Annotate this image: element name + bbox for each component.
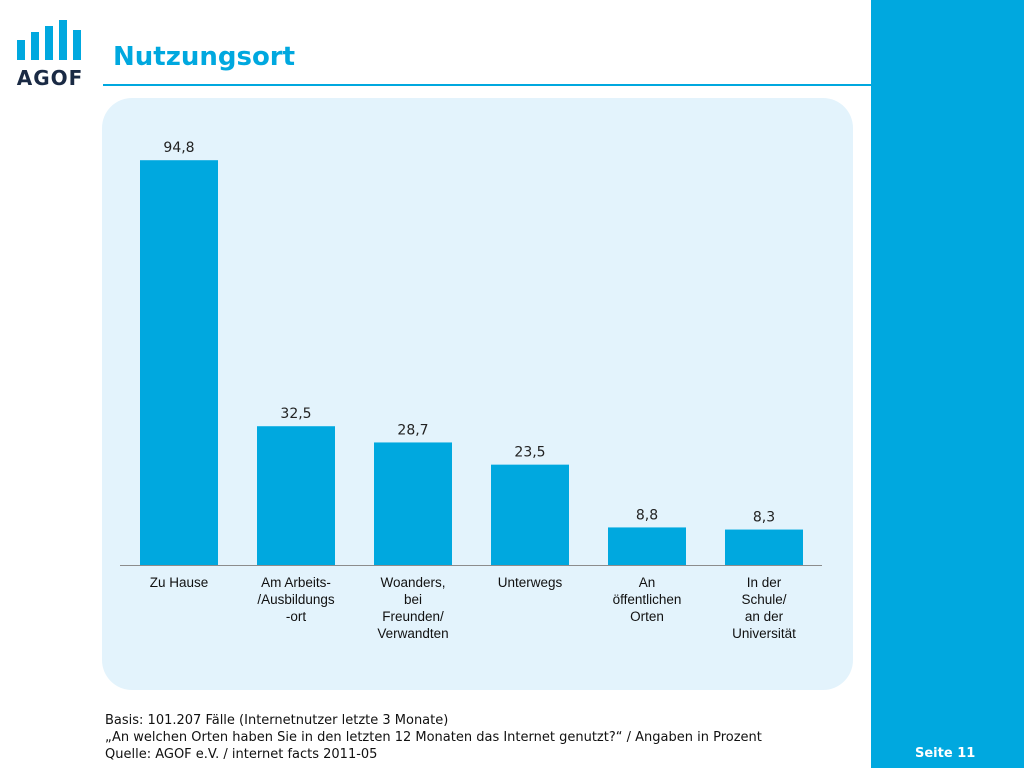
bar-1	[140, 160, 218, 566]
bar-2	[257, 426, 335, 565]
agof-logo: AGOF	[17, 20, 84, 88]
category-label-1: Zu Hause	[149, 575, 209, 590]
category-label-5: An öffentlichen Orten	[612, 575, 682, 624]
category-label-4: Unterwegs	[497, 575, 563, 590]
footer-source: Quelle: AGOF e.V. / internet facts 2011-…	[105, 747, 378, 762]
right-accent-band	[871, 0, 1024, 768]
chart-panel	[102, 98, 853, 690]
value-label-3: 28,7	[397, 422, 428, 438]
bar-4	[491, 464, 569, 565]
logo-text: AGOF	[17, 66, 84, 88]
category-label-6: In der Schule/ an der Universität	[732, 575, 796, 641]
value-label-5: 8,8	[636, 507, 658, 523]
bar-3	[374, 442, 452, 565]
value-label-1: 94,8	[163, 140, 194, 156]
footer-question: „An welchen Orten haben Sie in den letzt…	[105, 730, 762, 745]
category-label-3: Woanders, bei Freunden/ Verwandten	[377, 575, 449, 641]
value-label-4: 23,5	[514, 445, 545, 461]
bar-6	[725, 529, 803, 565]
footer-notes: Basis: 101.207 Fälle (Internetnutzer let…	[105, 712, 762, 763]
title-divider	[103, 84, 871, 86]
bar-5	[608, 527, 686, 565]
category-label-2: Am Arbeits- /Ausbildungs -ort	[257, 575, 335, 624]
value-label-2: 32,5	[280, 406, 311, 422]
page-number: Seite 11	[915, 746, 976, 761]
page-title: Nutzungsort	[113, 42, 296, 72]
footer-basis: Basis: 101.207 Fälle (Internetnutzer let…	[105, 713, 449, 728]
value-label-6: 8,3	[753, 510, 775, 526]
